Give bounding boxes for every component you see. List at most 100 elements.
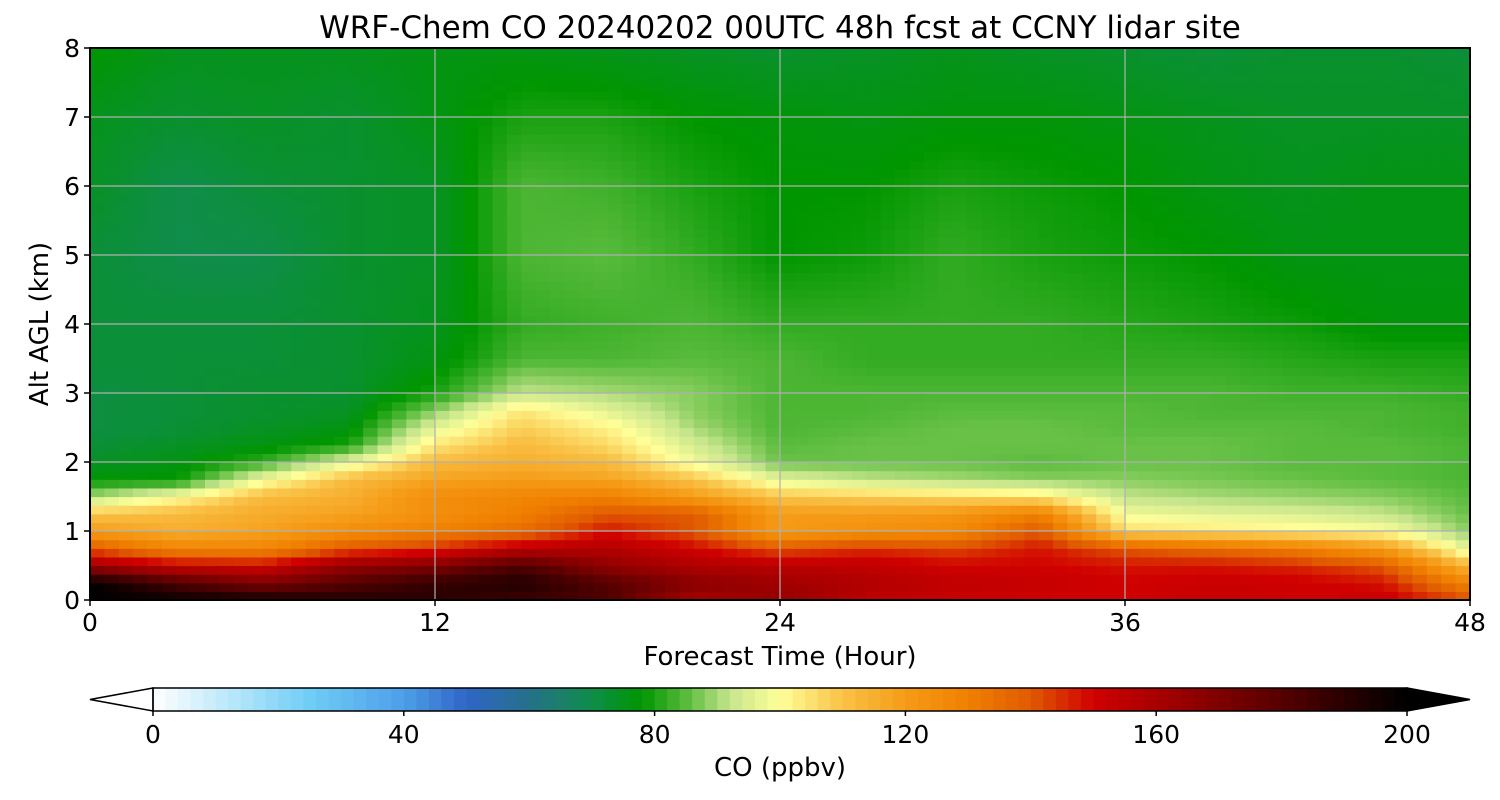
- contour-cell: [837, 220, 853, 230]
- contour-cell: [219, 298, 235, 308]
- contour-cell: [1168, 358, 1184, 368]
- contour-cell: [1455, 229, 1470, 239]
- contour-cell: [550, 462, 565, 472]
- contour-cell: [205, 367, 220, 377]
- contour-cell: [1211, 556, 1227, 567]
- contour-cell: [305, 427, 321, 437]
- contour-cell: [708, 177, 724, 187]
- contour-cell: [1110, 393, 1126, 403]
- contour-cell: [521, 280, 537, 291]
- contour-cell: [1096, 539, 1112, 549]
- contour-cell: [550, 306, 565, 316]
- contour-cell: [851, 203, 867, 213]
- contour-cell: [1024, 410, 1040, 420]
- contour-cell: [276, 324, 292, 334]
- contour-cell: [578, 280, 594, 291]
- contour-cell: [1283, 186, 1299, 196]
- contour-cell: [636, 487, 652, 498]
- contour-cell: [435, 168, 450, 178]
- contour-cell: [966, 203, 982, 213]
- contour-cell: [708, 367, 724, 377]
- contour-cell: [377, 177, 393, 187]
- contour-cell: [837, 237, 853, 247]
- contour-cell: [176, 272, 192, 282]
- contour-cell: [1426, 591, 1442, 600]
- contour-cell: [880, 289, 896, 299]
- contour-cell: [880, 194, 896, 204]
- contour-cell: [176, 453, 192, 463]
- contour-cell: [363, 470, 379, 480]
- contour-cell: [104, 220, 120, 230]
- contour-cell: [736, 410, 752, 420]
- contour-cell: [535, 237, 551, 247]
- contour-cell: [1297, 384, 1313, 394]
- contour-cell: [866, 591, 882, 600]
- contour-cell: [938, 246, 954, 256]
- contour-cell: [607, 237, 623, 247]
- contour-cell: [391, 453, 407, 463]
- contour-cell: [1326, 427, 1342, 437]
- contour-cell: [1211, 582, 1227, 592]
- contour-cell: [1153, 151, 1169, 161]
- contour-cell: [837, 384, 853, 394]
- contour-cell: [305, 332, 321, 342]
- contour-cell: [1067, 349, 1083, 360]
- contour-cell: [1311, 367, 1327, 377]
- contour-cell: [205, 375, 220, 385]
- contour-cell: [578, 401, 594, 411]
- contour-cell: [391, 513, 407, 523]
- contour-cell: [636, 453, 652, 463]
- contour-cell: [406, 246, 422, 256]
- contour-cell: [406, 591, 422, 600]
- contour-cell: [1426, 574, 1442, 584]
- contour-cell: [607, 332, 623, 342]
- contour-cell: [1340, 324, 1356, 334]
- contour-cell: [1268, 246, 1284, 256]
- contour-cell: [966, 384, 982, 394]
- contour-cell: [880, 349, 896, 360]
- contour-cell: [391, 280, 407, 291]
- contour-cell: [205, 151, 220, 161]
- contour-cell: [880, 246, 896, 256]
- contour-cell: [521, 418, 537, 429]
- contour-cell: [837, 375, 853, 385]
- contour-cell: [1254, 487, 1270, 498]
- contour-cell: [851, 289, 867, 299]
- contour-cell: [1182, 479, 1198, 489]
- contour-cell: [104, 298, 120, 308]
- contour-cell: [219, 496, 235, 506]
- contour-cell: [118, 315, 134, 325]
- contour-cell: [823, 427, 839, 437]
- contour-cell: [1038, 548, 1054, 558]
- contour-cell: [736, 367, 752, 377]
- contour-cell: [607, 341, 623, 351]
- contour-cell: [578, 220, 594, 230]
- contour-cell: [147, 565, 163, 575]
- contour-cell: [909, 479, 925, 489]
- contour-cell: [1426, 436, 1442, 446]
- contour-cell: [636, 203, 652, 213]
- contour-cell: [693, 453, 709, 463]
- contour-cell: [1283, 522, 1299, 532]
- contour-cell: [391, 410, 407, 420]
- contour-cell: [291, 496, 307, 506]
- contour-cell: [1240, 186, 1255, 196]
- contour-cell: [205, 462, 220, 472]
- contour-cell: [133, 453, 149, 463]
- contour-cell: [880, 203, 896, 213]
- contour-cell: [291, 444, 307, 454]
- contour-cell: [636, 410, 652, 420]
- contour-cell: [708, 341, 724, 351]
- contour-cell: [262, 487, 278, 498]
- contour-cell: [205, 324, 220, 334]
- contour-cell: [1412, 315, 1428, 325]
- contour-cell: [866, 513, 882, 523]
- contour-cell: [1455, 496, 1470, 506]
- contour-cell: [1297, 203, 1313, 213]
- contour-cell: [837, 168, 853, 178]
- contour-cell: [880, 315, 896, 325]
- contour-cell: [837, 358, 853, 368]
- contour-cell: [219, 237, 235, 247]
- contour-cell: [1426, 513, 1442, 523]
- contour-cell: [1225, 367, 1241, 377]
